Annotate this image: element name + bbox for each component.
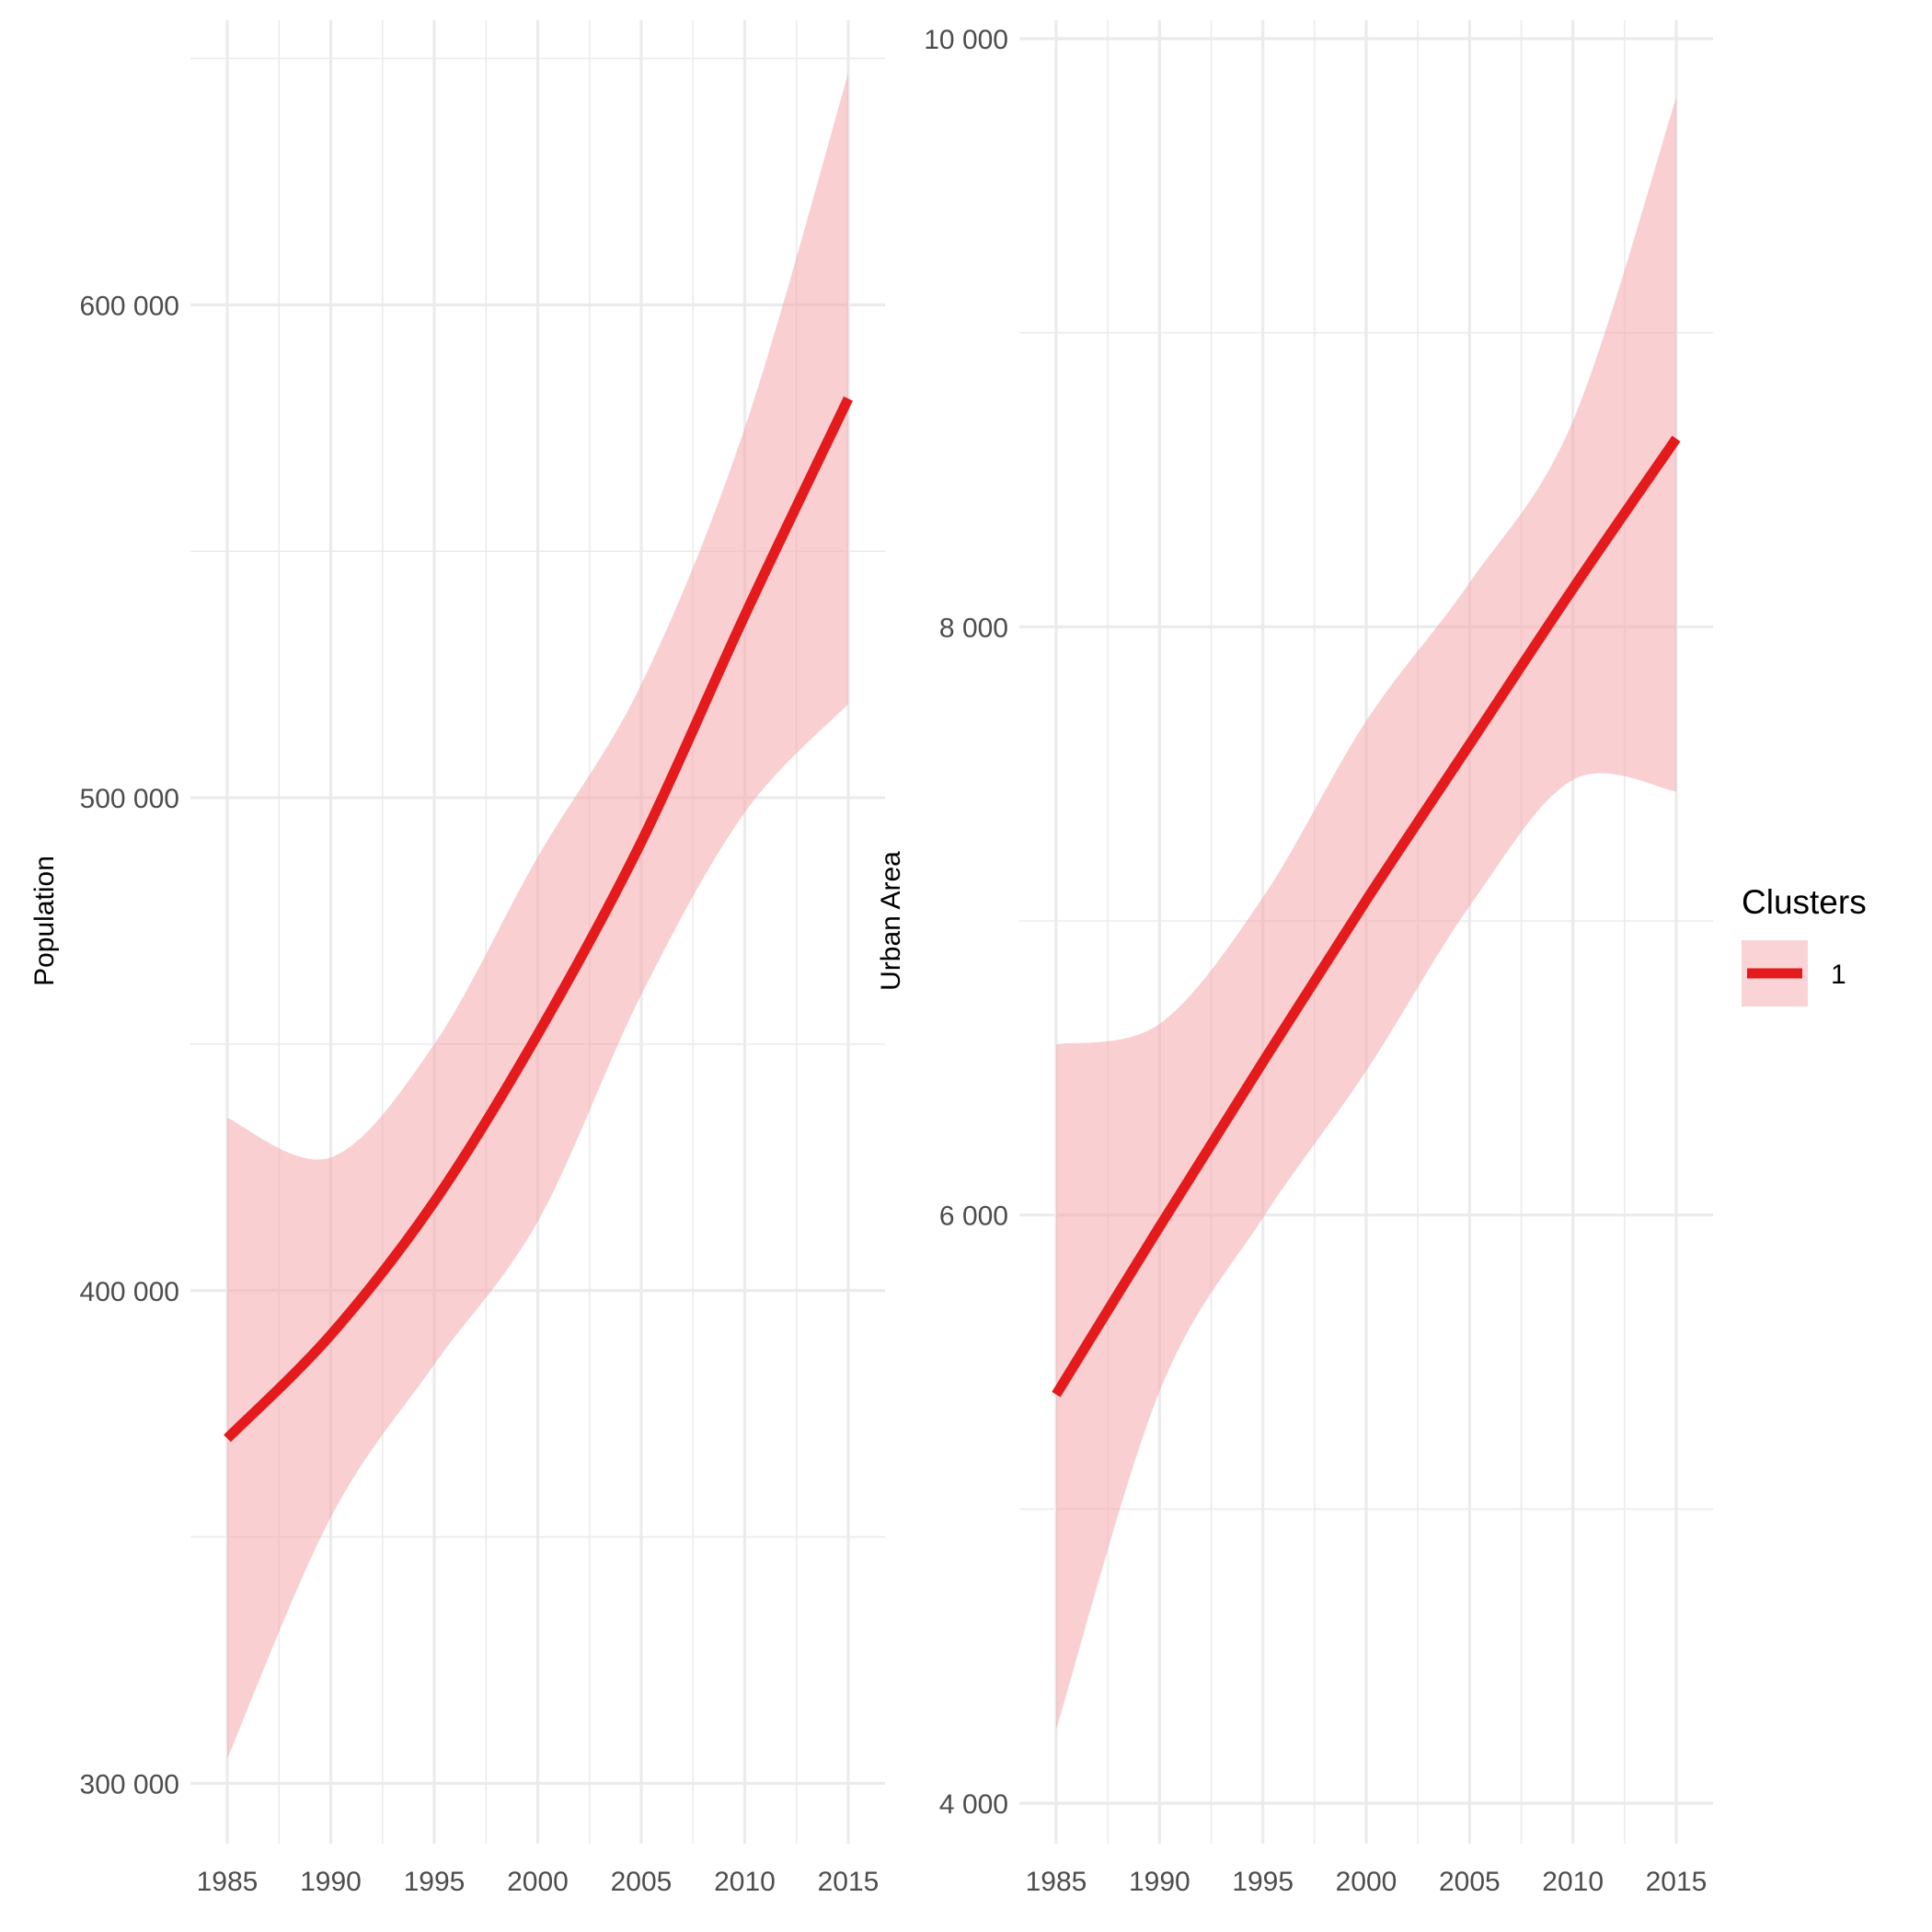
y-tick-label: 8 000 xyxy=(939,613,1008,643)
legend-label: 1 xyxy=(1831,960,1846,990)
y-tick-label: 300 000 xyxy=(80,1769,179,1800)
confidence-ribbon xyxy=(1056,97,1676,1731)
confidence-ribbon xyxy=(227,73,848,1759)
x-tick-label: 2010 xyxy=(714,1867,776,1897)
trend-line xyxy=(224,396,853,1443)
x-tick-label: 1985 xyxy=(197,1867,259,1897)
legend: Clusters 1 xyxy=(1742,883,1867,1006)
y-tick-label: 10 000 xyxy=(924,25,1008,55)
x-tick-label: 2010 xyxy=(1542,1867,1604,1897)
trend-line xyxy=(1052,435,1681,1397)
y-tick-label: 600 000 xyxy=(80,291,179,321)
legend-title: Clusters xyxy=(1742,883,1867,921)
x-tick-label: 1990 xyxy=(1129,1867,1190,1897)
y-axis-title: Population xyxy=(29,856,60,986)
x-tick-label: 2015 xyxy=(818,1867,880,1897)
x-tick-label: 2000 xyxy=(507,1867,569,1897)
x-tick-label: 2015 xyxy=(1646,1867,1708,1897)
y-tick-label: 500 000 xyxy=(80,784,179,814)
y-tick-label: 400 000 xyxy=(80,1277,179,1307)
x-tick-label: 1995 xyxy=(404,1867,466,1897)
x-tick-label: 2000 xyxy=(1336,1867,1397,1897)
x-tick-label: 2005 xyxy=(611,1867,673,1897)
population-panel: 300 000 400 000 500 000 600 000 1985 1990 1995… xyxy=(29,20,885,1897)
y-tick-label: 6 000 xyxy=(939,1202,1008,1232)
y-axis-title: Urban Area xyxy=(876,851,906,991)
x-tick-label: 1990 xyxy=(300,1867,362,1897)
urban-area-panel: 4 000 6 000 8 000 10 000 1985 1990 1995 2000 200… xyxy=(876,20,1713,1897)
x-tick-label: 2005 xyxy=(1439,1867,1501,1897)
x-tick-label: 1995 xyxy=(1232,1867,1294,1897)
x-tick-label: 1985 xyxy=(1026,1867,1087,1897)
y-tick-label: 4 000 xyxy=(939,1789,1008,1820)
